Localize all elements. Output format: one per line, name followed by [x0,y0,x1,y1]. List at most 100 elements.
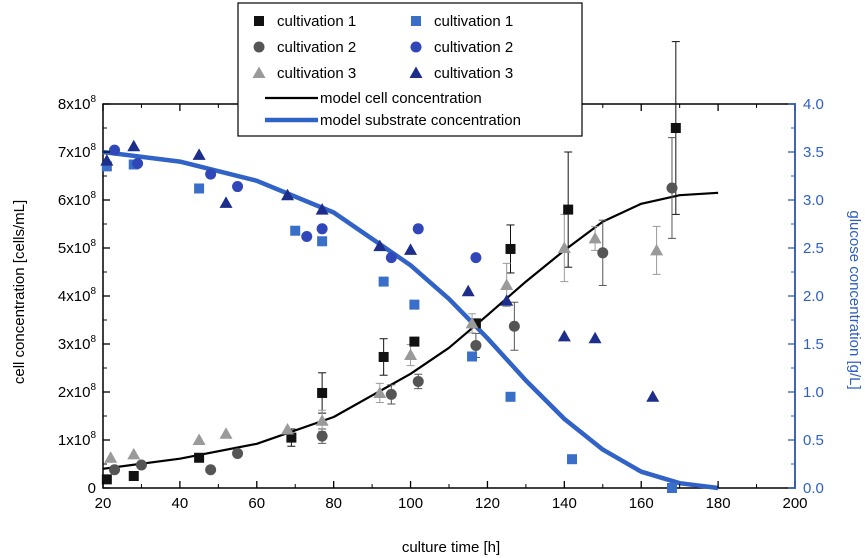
data-point-square [470,318,481,329]
data-point-circle [232,181,244,193]
legend-label: cultivation 1 [434,13,513,30]
data-point-triangle [404,243,418,255]
data-point-triangle [373,386,387,398]
x-tick-label: 60 [248,495,265,512]
y-left-tick-label: 7x108 [58,142,97,161]
data-point-square [505,391,516,402]
data-point-triangle [127,447,141,460]
data-point-circle [470,339,482,351]
legend-marker-circle [253,41,265,53]
data-markers [100,123,681,493]
data-point-triangle [219,427,233,439]
legend-label: model cell concentration [320,90,482,107]
x-axis-label: culture time [h] [402,539,500,556]
data-point-square [101,474,112,485]
legend: cultivation 1 cultivation 1 cultivation 2 c… [237,2,583,137]
data-point-square [194,183,205,194]
y-axis-label-left: cell concentration [cells/mL] [11,200,28,384]
data-point-square [670,123,681,133]
legend-box [237,2,583,137]
data-point-circle [385,252,397,264]
data-point-circle [109,144,121,156]
data-point-square [563,204,574,215]
data-point-triangle [588,231,602,244]
y-right-tick-label: 1.0 [803,384,824,401]
data-point-triangle [404,348,418,361]
legend-label: cultivation 2 [434,39,513,56]
legend-marker-square [411,16,421,26]
data-point-square [409,336,420,347]
data-point-circle [508,320,520,332]
y-left-tick-label: 4x108 [58,286,97,305]
data-point-circle [666,182,678,194]
data-point-square [409,299,420,310]
data-point-square [290,225,301,236]
y-right-tick-label: 2.5 [803,240,824,257]
data-point-triangle [100,154,114,166]
y-left-tick-label: 2x108 [58,382,97,401]
axes: 20 40 60 80 100 120 140 160 180 200 0 1x108 2x108 3x1… [58,94,824,512]
y-right-tick-label: 3.5 [803,144,824,161]
data-point-square [194,452,205,463]
data-point-circle [205,464,217,476]
legend-marker-triangle [409,66,423,78]
x-tick-label: 200 [782,495,807,512]
legend-marker-square [254,16,264,26]
data-point-square [567,454,578,465]
data-point-triangle [192,148,206,160]
data-point-triangle [315,414,329,426]
model-lines [102,149,719,491]
data-point-circle [135,459,147,471]
legend-label: cultivation 3 [277,65,356,82]
x-tick-label: 160 [629,495,654,512]
data-point-triangle [281,422,295,435]
data-point-circle [132,158,144,170]
data-point-circle [109,464,121,476]
y-left-tick-label: 3x108 [58,334,97,353]
y-right-tick-label: 0.0 [803,480,824,497]
y-left-tick-label: 8x108 [58,94,97,113]
y-right-tick-label: 3.0 [803,192,824,209]
data-point-square [317,387,328,398]
data-point-circle [316,430,328,442]
legend-label: cultivation 3 [434,65,513,82]
data-point-triangle [465,316,479,329]
data-point-triangle [315,203,329,215]
legend-label: model substrate concentration [320,112,521,129]
data-point-square [378,276,389,287]
data-point-triangle [104,451,118,463]
data-point-circle [412,375,424,387]
y-right-tick-label: 4.0 [803,96,824,113]
y-left-tick-label: 6x108 [58,190,97,209]
data-point-square [317,236,328,247]
y-axis-label-right: glucose concentration [g/L] [846,210,863,389]
model-cell-line [102,191,719,470]
data-point-circle [205,168,217,180]
x-tick-label: 20 [95,495,112,512]
y-left-tick-label: 5x108 [58,238,97,257]
x-tick-label: 180 [706,495,731,512]
y-left-tick-label: 1x108 [58,430,97,449]
data-point-square [128,471,139,481]
data-point-square [666,483,677,493]
y-left-tick-label: 0 [88,480,96,497]
data-point-triangle [461,284,475,297]
data-point-circle [470,252,482,264]
data-point-circle [316,223,328,235]
data-point-triangle [127,139,141,152]
legend-marker-circle [410,41,422,53]
data-point-triangle [557,329,571,342]
data-point-triangle [281,188,295,201]
data-point-square [286,432,297,443]
data-point-square [505,243,516,254]
data-point-square [467,351,478,362]
legend-label: cultivation 2 [277,39,356,56]
data-point-triangle [500,294,514,306]
data-point-circle [412,223,424,235]
model-substrate-line [102,149,719,491]
data-point-square [101,161,112,172]
data-point-triangle [219,196,233,208]
legend-marker-triangle [252,66,266,78]
data-point-circle [385,388,397,400]
